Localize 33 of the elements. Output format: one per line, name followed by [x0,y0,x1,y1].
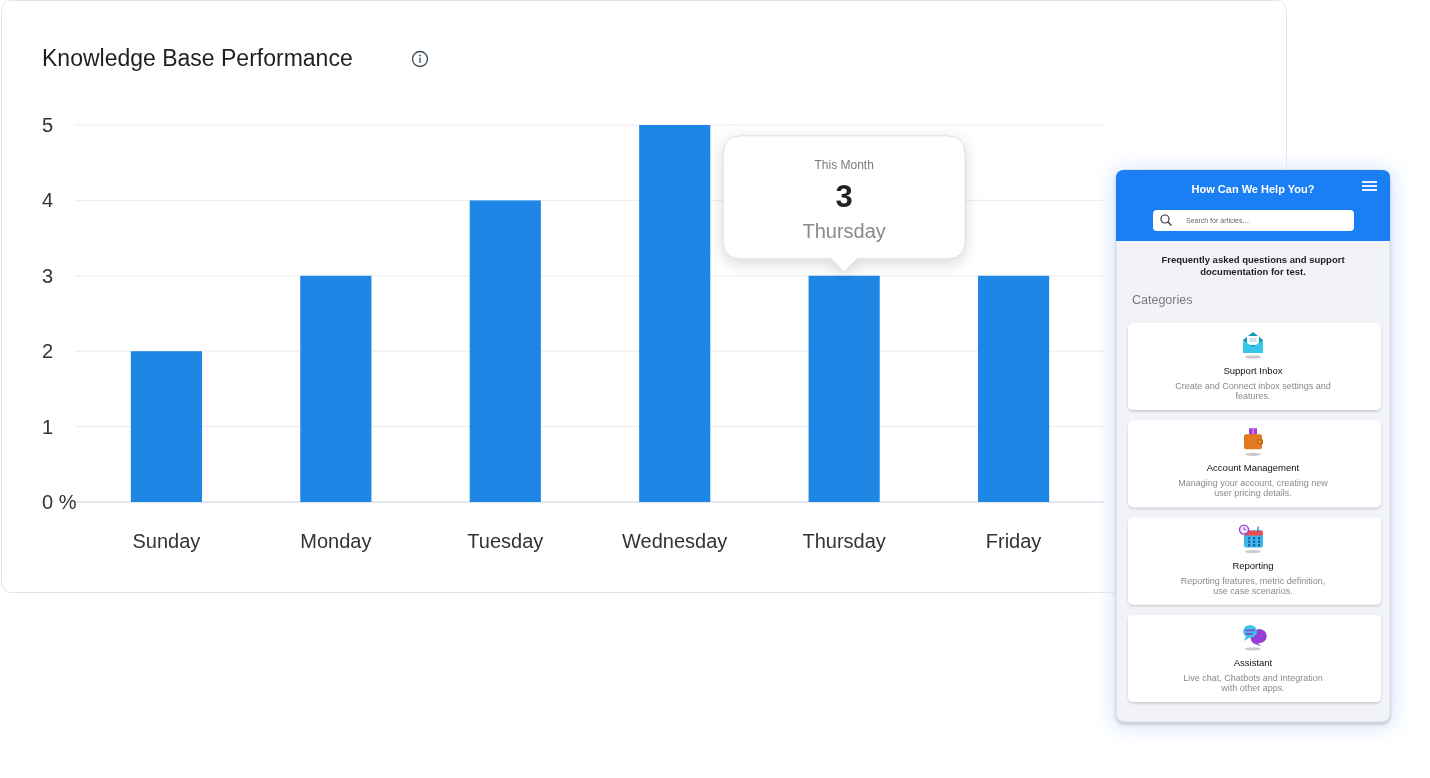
y-tick-label: 5 [42,114,54,136]
y-tick-label: 1 [42,415,54,438]
text: Managing your account, creating new user pricing details. [1178,478,1329,499]
chart-title: Knowledge Base Performance [42,45,353,71]
x-tick-label: Monday [300,530,372,552]
text: Reporting features, metric definition, use case scenarios. [1180,575,1326,596]
text: Categories [1132,293,1193,307]
x-tick-label: Thursday [802,530,886,552]
bar [639,125,711,502]
bar [808,275,880,502]
text: Reporting [1232,559,1274,571]
bar [130,351,202,502]
bar [978,275,1050,502]
text: Frequently asked questions and support documentation for test. [1161,254,1346,277]
text: Assistant [1233,656,1273,668]
x-tick-label: Friday [985,530,1042,552]
x-tick-label: Tuesday [467,530,544,552]
y-tick-label: 0 % [42,491,77,513]
text: Live chat, Chatbots and Integration with other apps. [1183,672,1323,693]
x-tick-label: Wednesday [622,530,728,552]
y-tick-label: 3 [42,264,54,287]
category-label: Thursday [802,219,886,242]
y-tick-label: 4 [42,189,54,212]
y-tick-label: 2 [42,340,54,363]
bar [469,200,541,502]
text: Account Management [1206,462,1300,474]
data-label: 3 [835,178,853,214]
text: How Can We Help You? [1191,183,1315,195]
text: Support Inbox [1223,365,1283,376]
text: Create and Connect inbox settings and features. [1175,381,1331,401]
annotation: This Month [814,157,874,172]
x-tick-label: Sunday [132,530,201,552]
bar [300,275,372,502]
